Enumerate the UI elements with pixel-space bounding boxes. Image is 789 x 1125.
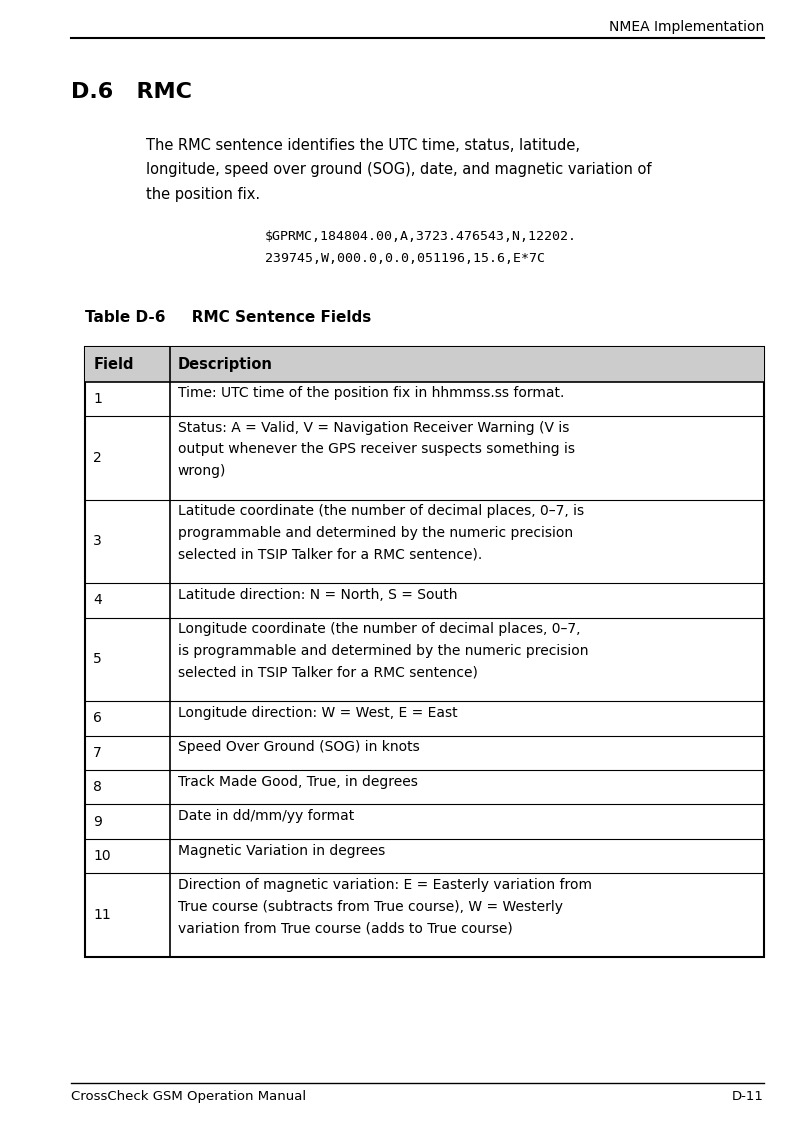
Text: the position fix.: the position fix. bbox=[146, 187, 260, 202]
Text: D-11: D-11 bbox=[732, 1090, 764, 1102]
Text: Field: Field bbox=[93, 357, 133, 371]
Text: 6: 6 bbox=[93, 711, 102, 726]
Text: wrong): wrong) bbox=[178, 464, 226, 478]
Bar bbox=[85, 346, 764, 381]
Text: Date in dd/mm/yy format: Date in dd/mm/yy format bbox=[178, 810, 354, 824]
Text: Longitude coordinate (the number of decimal places, 0–7,: Longitude coordinate (the number of deci… bbox=[178, 622, 580, 637]
Text: 2: 2 bbox=[93, 451, 102, 465]
Text: 8: 8 bbox=[93, 781, 102, 794]
Text: Longitude direction: W = West, E = East: Longitude direction: W = West, E = East bbox=[178, 706, 458, 720]
Text: 7: 7 bbox=[93, 746, 102, 759]
Text: CrossCheck GSM Operation Manual: CrossCheck GSM Operation Manual bbox=[71, 1090, 306, 1102]
Text: D.6   RMC: D.6 RMC bbox=[71, 82, 192, 102]
Text: Latitude direction: N = North, S = South: Latitude direction: N = North, S = South bbox=[178, 588, 457, 602]
Text: 4: 4 bbox=[93, 593, 102, 608]
Text: Speed Over Ground (SOG) in knots: Speed Over Ground (SOG) in knots bbox=[178, 740, 420, 755]
Text: True course (subtracts from True course), W = Westerly: True course (subtracts from True course)… bbox=[178, 900, 563, 914]
Bar bbox=[85, 346, 764, 957]
Text: Direction of magnetic variation: E = Easterly variation from: Direction of magnetic variation: E = Eas… bbox=[178, 879, 592, 892]
Text: NMEA Implementation: NMEA Implementation bbox=[608, 20, 764, 34]
Text: 3: 3 bbox=[93, 534, 102, 548]
Text: 5: 5 bbox=[93, 652, 102, 666]
Text: $GPRMC,184804.00,A,3723.476543,N,12202.: $GPRMC,184804.00,A,3723.476543,N,12202. bbox=[265, 229, 577, 243]
Text: programmable and determined by the numeric precision: programmable and determined by the numer… bbox=[178, 526, 573, 540]
Text: Latitude coordinate (the number of decimal places, 0–7, is: Latitude coordinate (the number of decim… bbox=[178, 504, 584, 519]
Text: Description: Description bbox=[178, 357, 272, 371]
Text: Track Made Good, True, in degrees: Track Made Good, True, in degrees bbox=[178, 775, 417, 789]
Text: is programmable and determined by the numeric precision: is programmable and determined by the nu… bbox=[178, 644, 588, 658]
Text: Status: A = Valid, V = Navigation Receiver Warning (V is: Status: A = Valid, V = Navigation Receiv… bbox=[178, 421, 569, 435]
Text: Magnetic Variation in degrees: Magnetic Variation in degrees bbox=[178, 844, 385, 858]
Text: 9: 9 bbox=[93, 814, 102, 829]
Text: selected in TSIP Talker for a RMC sentence).: selected in TSIP Talker for a RMC senten… bbox=[178, 548, 482, 561]
Text: 1: 1 bbox=[93, 392, 102, 406]
Text: 11: 11 bbox=[93, 908, 111, 922]
Text: selected in TSIP Talker for a RMC sentence): selected in TSIP Talker for a RMC senten… bbox=[178, 666, 477, 680]
Text: longitude, speed over ground (SOG), date, and magnetic variation of: longitude, speed over ground (SOG), date… bbox=[146, 162, 652, 178]
Text: variation from True course (adds to True course): variation from True course (adds to True… bbox=[178, 921, 512, 936]
Text: The RMC sentence identifies the UTC time, status, latitude,: The RMC sentence identifies the UTC time… bbox=[146, 138, 580, 153]
Text: Table D-6     RMC Sentence Fields: Table D-6 RMC Sentence Fields bbox=[85, 310, 372, 325]
Text: 239745,W,000.0,0.0,051196,15.6,E*7C: 239745,W,000.0,0.0,051196,15.6,E*7C bbox=[265, 252, 545, 266]
Text: Time: UTC time of the position fix in hhmmss.ss format.: Time: UTC time of the position fix in hh… bbox=[178, 387, 564, 400]
Text: output whenever the GPS receiver suspects something is: output whenever the GPS receiver suspect… bbox=[178, 442, 574, 457]
Text: 10: 10 bbox=[93, 849, 110, 863]
